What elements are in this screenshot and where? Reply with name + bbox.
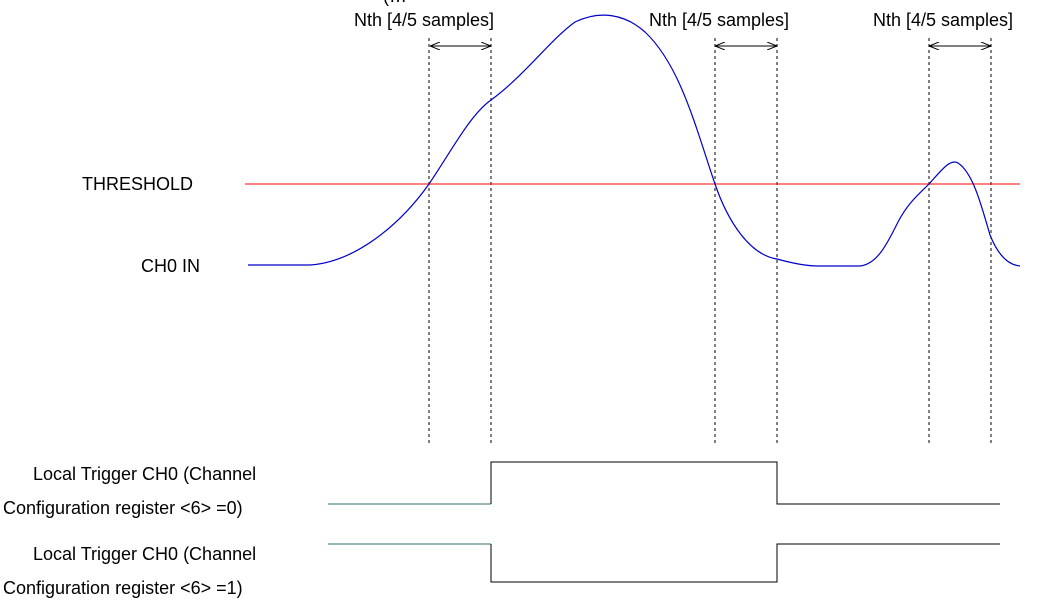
window-label-1: Nth [4/5 samples] (354, 10, 494, 30)
window-label-2: Nth [4/5 samples] (649, 10, 789, 30)
ch0-input-waveform (248, 14, 1021, 267)
clipped-top-label: (… (383, 0, 407, 6)
window-label-3: Nth [4/5 samples] (873, 10, 1013, 30)
trigger1-label-line2: Configuration register <6> =1) (3, 578, 243, 598)
threshold-label: THRESHOLD (82, 174, 193, 194)
trigger1-label-line1: Local Trigger CH0 (Channel (33, 544, 256, 564)
ch0-input-label: CH0 IN (141, 256, 200, 276)
trigger1-waveform (490, 543, 1000, 583)
trigger0-waveform (490, 461, 1000, 505)
trigger0-label-line2: Configuration register <6> =0) (3, 498, 243, 518)
sample-markers (428, 38, 992, 446)
trigger0-label-line1: Local Trigger CH0 (Channel (33, 464, 256, 484)
